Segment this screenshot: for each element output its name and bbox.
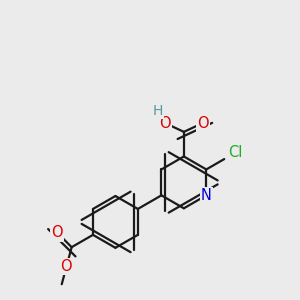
Text: O: O [52, 225, 63, 240]
Text: N: N [201, 188, 212, 203]
Text: O: O [159, 116, 171, 130]
Text: O: O [61, 259, 72, 274]
Text: O: O [197, 116, 208, 130]
Text: Cl: Cl [228, 145, 243, 160]
Text: H: H [153, 104, 163, 118]
